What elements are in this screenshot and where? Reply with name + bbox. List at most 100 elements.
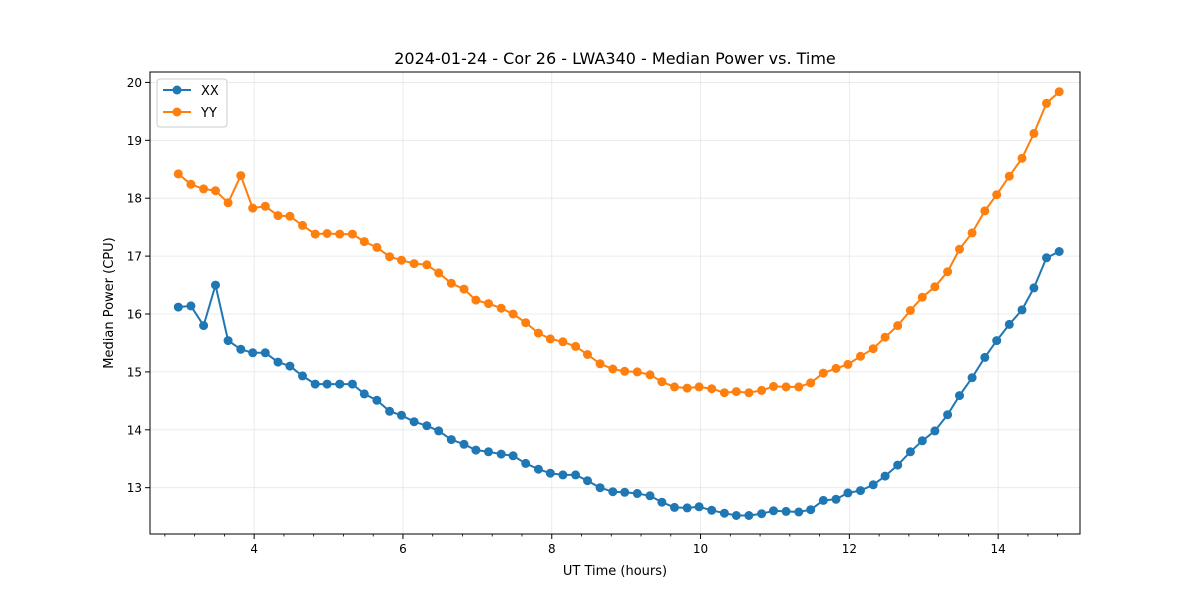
data-point-xx: [670, 502, 679, 512]
data-point-yy: [496, 303, 506, 313]
data-point-yy: [905, 306, 915, 315]
data-point-yy: [199, 184, 209, 194]
data-point-xx: [880, 471, 890, 481]
data-point-yy: [632, 367, 642, 377]
data-point-xx: [645, 491, 655, 501]
data-point-yy: [260, 201, 270, 211]
x-tick-label: 12: [842, 542, 857, 556]
data-point-yy: [992, 190, 1002, 200]
data-point-xx: [943, 410, 953, 420]
data-point-yy: [186, 179, 196, 189]
data-point-yy: [236, 171, 246, 181]
legend-marker-xx: [172, 85, 182, 95]
data-point-yy: [1054, 87, 1064, 97]
data-point-xx: [409, 417, 419, 427]
data-point-yy: [385, 252, 395, 262]
y-tick-label: 16: [127, 308, 142, 322]
chart-title: 2024-01-24 - Cor 26 - LWA340 - Median Po…: [394, 49, 836, 68]
y-tick-label: 17: [127, 250, 142, 264]
data-point-yy: [670, 382, 679, 392]
data-point-yy: [744, 388, 754, 398]
data-point-xx: [385, 406, 395, 416]
data-point-xx: [359, 389, 369, 399]
data-point-xx: [484, 447, 493, 457]
data-point-xx: [508, 451, 518, 461]
grid: [150, 72, 1080, 534]
y-tick-label: 14: [127, 423, 142, 437]
data-point-yy: [818, 368, 828, 378]
data-point-yy: [694, 382, 704, 392]
data-point-xx: [1029, 283, 1039, 293]
data-point-yy: [359, 237, 369, 247]
data-point-yy: [1029, 128, 1039, 138]
legend: XX YY: [156, 78, 228, 128]
data-point-xx: [731, 511, 741, 520]
data-point-yy: [459, 284, 469, 294]
axes: 4 6 8 10 12 14 13 14 15 16 17 18 19 20: [127, 76, 1059, 556]
x-tick-label: 4: [250, 542, 258, 556]
data-point-xx: [1017, 305, 1027, 315]
legend-label-xx: XX: [201, 84, 219, 99]
data-point-yy: [223, 198, 233, 208]
data-point-yy: [880, 332, 890, 342]
data-point-xx: [347, 379, 357, 389]
data-point-yy: [298, 220, 307, 230]
data-point-xx: [397, 410, 406, 420]
data-point-yy: [608, 364, 618, 374]
data-point-yy: [211, 186, 220, 196]
plot-frame: [149, 71, 1081, 535]
data-point-xx: [1042, 253, 1051, 263]
data-point-yy: [980, 206, 990, 216]
data-point-yy: [893, 321, 903, 331]
data-point-yy: [943, 267, 953, 277]
data-point-yy: [558, 337, 568, 347]
x-axis-label: UT Time (hours): [563, 564, 667, 579]
data-point-xx: [682, 503, 692, 513]
y-tick-label: 20: [127, 76, 142, 90]
data-point-yy: [471, 295, 481, 305]
data-point-yy: [397, 255, 406, 265]
data-point-xx: [260, 348, 270, 358]
data-point-yy: [484, 299, 493, 309]
data-point-xx: [545, 468, 555, 478]
data-point-xx: [273, 357, 283, 367]
data-point-xx: [818, 495, 828, 505]
data-point-yy: [1042, 98, 1051, 108]
series-layer: [173, 87, 1064, 520]
data-point-yy: [868, 344, 878, 354]
data-point-yy: [595, 359, 605, 369]
data-point-xx: [992, 336, 1002, 346]
data-point-yy: [682, 383, 692, 393]
data-point-xx: [955, 391, 964, 401]
data-point-yy: [707, 384, 717, 394]
data-point-xx: [980, 352, 990, 362]
data-point-xx: [322, 379, 332, 389]
data-point-yy: [806, 378, 816, 388]
data-point-xx: [905, 447, 915, 457]
data-point-yy: [347, 229, 357, 239]
data-point-xx: [707, 505, 717, 515]
data-point-xx: [657, 497, 667, 507]
data-point-xx: [917, 436, 927, 446]
data-point-yy: [1017, 153, 1027, 163]
data-point-xx: [521, 458, 531, 468]
data-point-yy: [731, 387, 741, 397]
data-point-xx: [199, 321, 209, 331]
y-tick-label: 18: [127, 192, 142, 206]
data-point-xx: [173, 302, 183, 312]
data-point-yy: [446, 278, 456, 288]
data-point-xx: [608, 487, 618, 497]
data-point-xx: [571, 470, 581, 480]
data-point-xx: [806, 505, 816, 515]
data-point-xx: [744, 511, 754, 520]
data-point-yy: [545, 334, 555, 344]
data-point-xx: [831, 494, 841, 504]
data-point-yy: [930, 282, 940, 292]
data-point-yy: [571, 341, 581, 351]
data-point-yy: [831, 363, 841, 373]
data-point-yy: [335, 229, 345, 239]
data-point-yy: [273, 211, 283, 221]
data-point-yy: [173, 169, 183, 179]
data-point-xx: [1054, 247, 1064, 256]
